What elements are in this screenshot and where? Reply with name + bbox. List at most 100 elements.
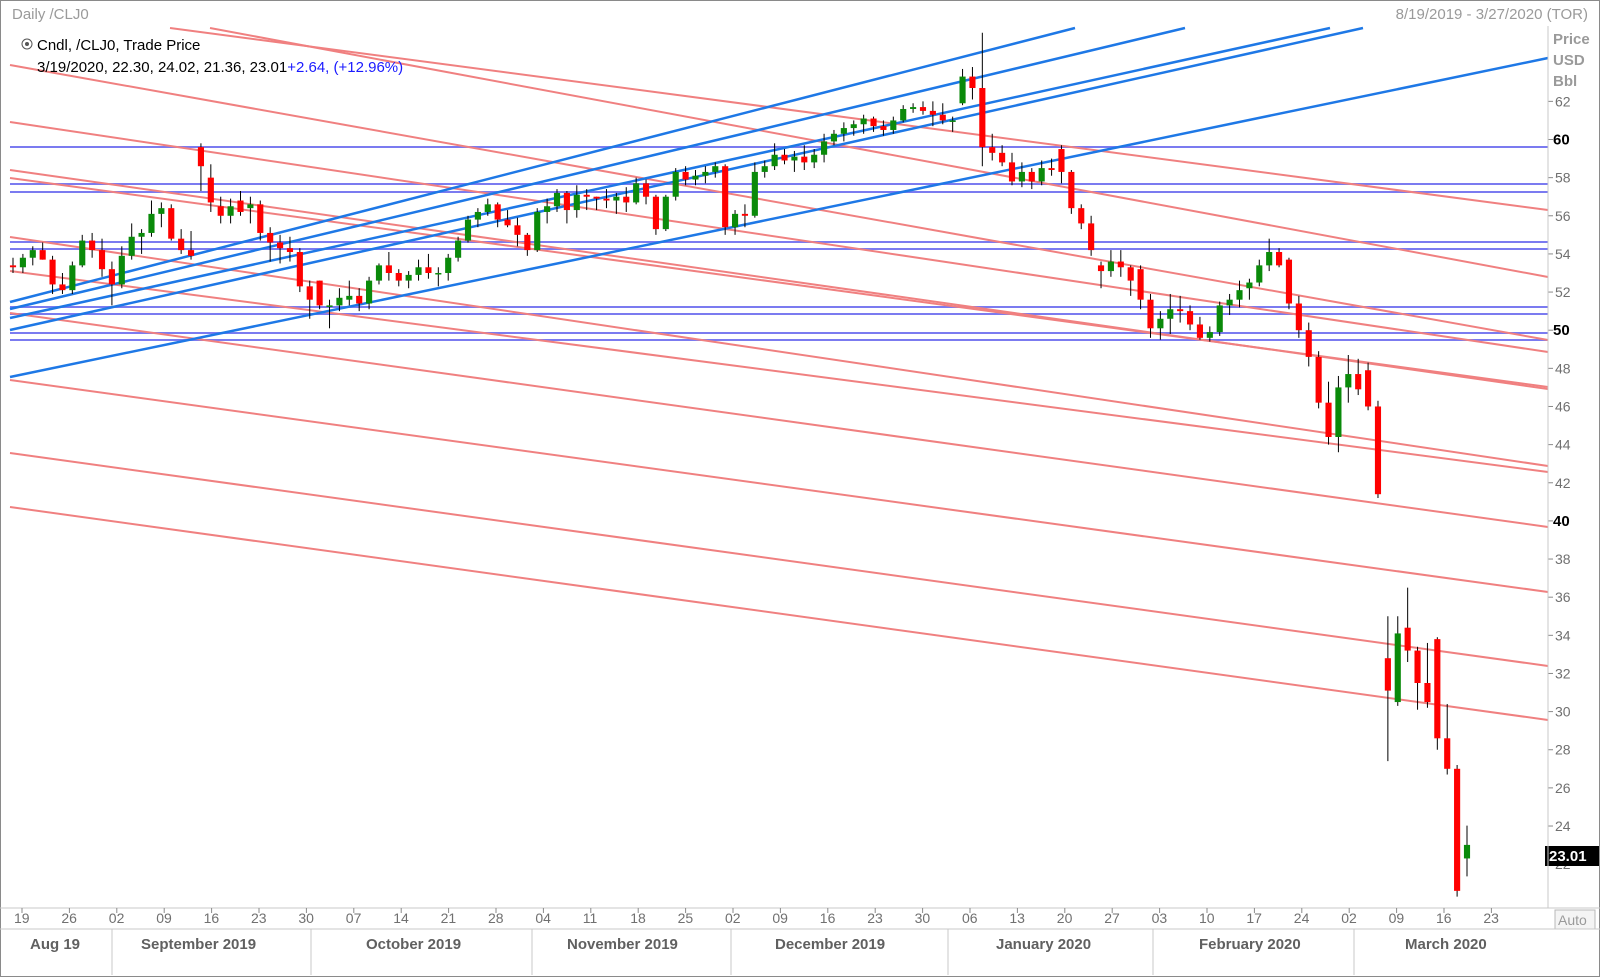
candle-body[interactable] [286, 248, 294, 253]
candle-body[interactable] [118, 255, 125, 285]
channel-trendline[interactable] [9, 26, 1076, 304]
auto-scale-label[interactable]: Auto [1558, 912, 1587, 928]
candle-body[interactable] [662, 196, 669, 230]
candle-body[interactable] [217, 206, 224, 216]
candle-body[interactable] [1127, 267, 1134, 281]
candle-body[interactable] [1048, 168, 1055, 171]
candle-body[interactable] [593, 196, 600, 199]
candle-body[interactable] [1315, 356, 1322, 403]
candle-body[interactable] [722, 166, 729, 228]
candle-body[interactable] [435, 272, 442, 275]
candle-body[interactable] [237, 200, 244, 212]
candle-body[interactable] [1454, 768, 1461, 891]
candle-body[interactable] [771, 154, 778, 167]
resistance-trendline[interactable] [9, 379, 1549, 593]
candle-body[interactable] [1028, 171, 1035, 182]
channel-trendline[interactable] [9, 26, 1331, 320]
candle-body[interactable] [474, 211, 481, 220]
resistance-trendline[interactable] [9, 506, 1549, 721]
candle-body[interactable] [1196, 324, 1204, 338]
candle-body[interactable] [1305, 330, 1312, 357]
candle-body[interactable] [1018, 171, 1025, 182]
candle-body[interactable] [168, 208, 175, 239]
candle-body[interactable] [741, 213, 749, 216]
candle-body[interactable] [731, 213, 739, 228]
candle-body[interactable] [39, 250, 46, 260]
candle-body[interactable] [989, 147, 996, 153]
candle-body[interactable] [801, 156, 808, 163]
candle-body[interactable] [1335, 387, 1342, 437]
candle-body[interactable] [464, 219, 472, 241]
candle-body[interactable] [1404, 627, 1411, 651]
candle-body[interactable] [346, 295, 353, 300]
candle-body[interactable] [1256, 265, 1263, 283]
candle-body[interactable] [1157, 318, 1164, 329]
candle-body[interactable] [1216, 305, 1223, 333]
candle-body[interactable] [1167, 309, 1174, 319]
candle-body[interactable] [929, 110, 936, 115]
candle-body[interactable] [1177, 309, 1184, 312]
candle-body[interactable] [59, 284, 66, 291]
candle-body[interactable] [573, 194, 580, 211]
candle-body[interactable] [840, 128, 847, 134]
candle-body[interactable] [316, 280, 323, 306]
candle-body[interactable] [1384, 658, 1391, 691]
candle-body[interactable] [385, 265, 392, 273]
candle-body[interactable] [1038, 168, 1045, 182]
candle-body[interactable] [1374, 406, 1382, 495]
candle-body[interactable] [692, 175, 699, 180]
candle-body[interactable] [949, 120, 956, 122]
candle-body[interactable] [1444, 738, 1451, 769]
candle-body[interactable] [1236, 290, 1243, 300]
candle-body[interactable] [356, 295, 363, 304]
candle-body[interactable] [534, 211, 541, 251]
candle-body[interactable] [583, 194, 590, 197]
candle-body[interactable] [1117, 261, 1124, 268]
candle-body[interactable] [1394, 633, 1401, 703]
candle-body[interactable] [1097, 265, 1105, 272]
candle-body[interactable] [781, 154, 788, 161]
candle-body[interactable] [751, 171, 758, 216]
candle-body[interactable] [336, 297, 343, 306]
candle-body[interactable] [1424, 682, 1431, 703]
candle-body[interactable] [1246, 282, 1253, 289]
candle-body[interactable] [405, 274, 412, 281]
candle-body[interactable] [860, 118, 867, 125]
candle-body[interactable] [682, 171, 689, 180]
candle-body[interactable] [1365, 370, 1372, 407]
candle-body[interactable] [623, 196, 630, 203]
resistance-trendline[interactable] [9, 236, 1549, 467]
candle-body[interactable] [395, 272, 402, 281]
candle-body[interactable] [98, 250, 106, 270]
channel-trendline[interactable] [9, 56, 1549, 379]
candle-body[interactable] [494, 204, 501, 220]
candle-body[interactable] [108, 269, 115, 285]
candle-body[interactable] [870, 118, 877, 127]
candle-body[interactable] [1355, 374, 1362, 390]
candle-body[interactable] [702, 171, 709, 176]
candle-body[interactable] [1345, 374, 1352, 388]
candle-body[interactable] [969, 76, 976, 89]
candle-body[interactable] [553, 192, 561, 207]
candle-body[interactable] [1414, 650, 1421, 683]
candle-body[interactable] [306, 286, 313, 300]
candle-body[interactable] [375, 265, 383, 281]
candle-body[interactable] [1206, 332, 1213, 338]
candle-body[interactable] [148, 213, 155, 233]
candle-body[interactable] [29, 250, 36, 258]
candle-body[interactable] [247, 204, 254, 209]
candle-body[interactable] [514, 225, 521, 235]
resistance-trendline[interactable] [209, 27, 1549, 278]
candle-body[interactable] [79, 240, 86, 266]
resistance-trendline[interactable] [9, 312, 1549, 528]
candle-body[interactable] [1078, 208, 1085, 224]
candle-body[interactable] [187, 250, 195, 256]
resistance-trendline[interactable] [169, 27, 1549, 211]
candle-body[interactable] [49, 259, 56, 285]
candle-body[interactable] [1186, 311, 1194, 325]
candle-body[interactable] [1107, 261, 1114, 272]
candle-body[interactable] [1276, 252, 1283, 266]
candle-body[interactable] [1058, 149, 1065, 172]
candle-body[interactable] [910, 107, 917, 109]
